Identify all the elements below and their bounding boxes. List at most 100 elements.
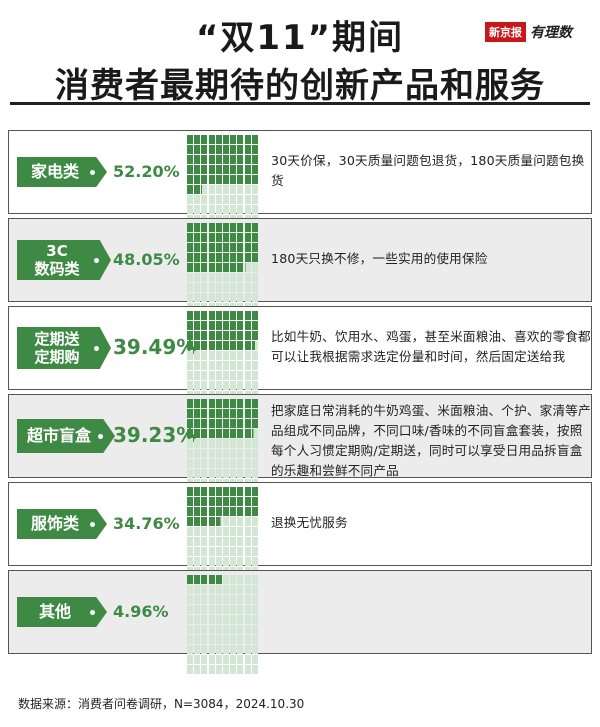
category-tag: 3C 数码类 xyxy=(17,240,111,280)
waffle-cell-filled xyxy=(230,311,237,320)
waffle-cell-empty xyxy=(223,517,229,526)
waffle-cell-filled xyxy=(251,409,258,418)
waffle-cell-filled xyxy=(223,341,229,350)
waffle-cell-filled xyxy=(215,223,222,232)
waffle-cell-filled xyxy=(244,341,251,350)
waffle-cell-empty xyxy=(201,585,208,594)
waffle-cell-empty xyxy=(194,537,201,546)
waffle-cell-empty xyxy=(251,205,258,214)
waffle-cell-filled xyxy=(244,497,251,506)
waffle-cell-empty xyxy=(208,195,215,204)
waffle-cell-empty xyxy=(208,283,215,292)
waffle-cell-filled xyxy=(208,321,215,330)
waffle-cell-empty xyxy=(194,283,201,292)
tag-dot-icon xyxy=(94,257,99,263)
waffle-cell-filled xyxy=(201,331,208,340)
waffle-cell-filled xyxy=(230,419,237,428)
waffle-cell-empty xyxy=(237,293,244,302)
waffle-cell-filled xyxy=(251,399,258,408)
waffle-cell-empty xyxy=(237,585,244,594)
waffle-cell-empty xyxy=(194,439,201,448)
waffle-cell-empty xyxy=(208,547,215,556)
waffle-cell-filled xyxy=(208,263,215,272)
waffle-cell-filled xyxy=(215,331,222,340)
value-label: 34.76% xyxy=(113,513,180,533)
category-label: 3C 数码类 xyxy=(34,242,79,278)
waffle-cell-filled xyxy=(223,145,229,154)
waffle-cell-filled xyxy=(187,507,193,516)
waffle-cell-empty xyxy=(244,665,251,674)
waffle-cell-empty xyxy=(194,557,201,566)
waffle-cell-empty xyxy=(237,517,244,526)
waffle-cell-empty xyxy=(237,381,244,390)
waffle-cell-empty xyxy=(230,537,237,546)
waffle-cell-empty xyxy=(223,635,229,644)
waffle-cell-filled xyxy=(187,311,193,320)
waffle-cell-empty xyxy=(215,439,222,448)
waffle-cell-filled xyxy=(244,243,251,252)
waffle-cell-empty xyxy=(187,361,193,370)
waffle-cell-empty xyxy=(194,361,201,370)
waffle-cell-filled xyxy=(251,419,258,428)
waffle-cell-empty xyxy=(223,351,229,360)
waffle-cell-filled xyxy=(208,311,215,320)
tag-dot-icon xyxy=(90,169,95,175)
waffle-cell-empty xyxy=(194,273,201,282)
waffle-cell-empty xyxy=(223,205,229,214)
waffle-cell-filled xyxy=(251,497,258,506)
table-row: 定期送 定期购 39.49% 比如牛奶、饮用水、鸡蛋，甚至米面粮油、喜欢的零食都可以让… xyxy=(8,306,592,410)
waffle-cell-empty xyxy=(201,459,208,468)
waffle-cell-empty xyxy=(237,557,244,566)
waffle-cell-filled xyxy=(187,253,193,262)
waffle-cell-filled xyxy=(237,419,244,428)
waffle-cell-filled xyxy=(244,321,251,330)
waffle-cell-empty xyxy=(208,635,215,644)
waffle-cell-empty xyxy=(230,547,237,556)
waffle-cell-empty xyxy=(208,615,215,624)
waffle-cell-empty xyxy=(187,605,193,614)
waffle-cell-empty xyxy=(201,655,208,664)
waffle-cell-empty xyxy=(251,195,258,204)
waffle-cell-filled xyxy=(251,253,258,262)
waffle-cell-empty xyxy=(194,605,201,614)
waffle-cell-empty xyxy=(251,263,258,272)
waffle-cell-filled xyxy=(223,263,229,272)
waffle-cell-empty xyxy=(194,615,201,624)
waffle-cell-filled xyxy=(187,185,193,194)
waffle-cell-filled xyxy=(194,399,201,408)
waffle-cell-empty xyxy=(223,293,229,302)
waffle-cell-filled xyxy=(215,517,222,526)
waffle-cell-empty xyxy=(251,371,258,380)
waffle-cell-filled xyxy=(194,145,201,154)
waffle-cell-filled xyxy=(187,419,193,428)
waffle-cell-filled xyxy=(201,135,208,144)
waffle-cell-filled xyxy=(201,399,208,408)
waffle-cell-filled xyxy=(201,497,208,506)
waffle-cell-empty xyxy=(251,557,258,566)
waffle-cell-filled xyxy=(194,243,201,252)
waffle-cell-empty xyxy=(237,459,244,468)
waffle-cell-filled xyxy=(201,487,208,496)
waffle-cell-filled xyxy=(215,419,222,428)
waffle-cell-empty xyxy=(244,283,251,292)
waffle-cell-filled xyxy=(201,185,208,194)
waffle-cell-filled xyxy=(244,507,251,516)
waffle-cell-empty xyxy=(237,575,244,584)
waffle-cell-empty xyxy=(208,371,215,380)
brand-name: 新京报 xyxy=(485,22,526,42)
waffle-cell-filled xyxy=(201,165,208,174)
waffle-cell-empty xyxy=(194,665,201,674)
waffle-cell-filled xyxy=(251,429,258,438)
waffle-cell-filled xyxy=(237,135,244,144)
waffle-cell-empty xyxy=(201,595,208,604)
table-row: 超市盲盒 39.23% 把家庭日常消耗的牛奶鸡蛋、米面粮油、个护、家清等产品组成不同… xyxy=(8,394,592,498)
waffle-cell-empty xyxy=(194,625,201,634)
waffle-cell-filled xyxy=(201,145,208,154)
waffle-cell-filled xyxy=(223,155,229,164)
waffle-cell-filled xyxy=(223,507,229,516)
waffle-cell-empty xyxy=(201,273,208,282)
waffle-cell-empty xyxy=(187,283,193,292)
waffle-cell-filled xyxy=(187,575,193,584)
waffle-cell-empty xyxy=(201,371,208,380)
waffle-cell-empty xyxy=(244,585,251,594)
